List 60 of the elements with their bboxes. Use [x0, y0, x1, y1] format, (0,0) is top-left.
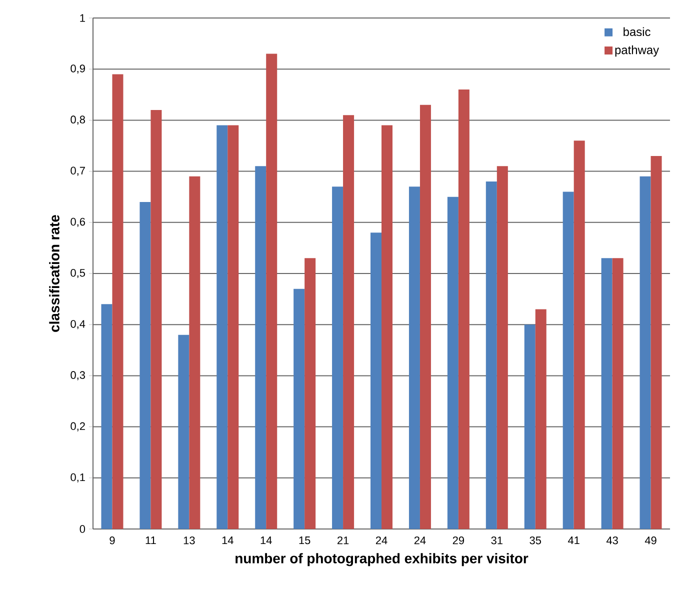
bar: [332, 186, 344, 529]
bar: [562, 192, 574, 529]
y-tick-label: 0,3: [70, 371, 85, 380]
bar: [150, 110, 162, 529]
y-tick-label: 0,8: [70, 116, 85, 125]
y-tick-label: 0,6: [70, 218, 85, 227]
bar: [408, 186, 420, 529]
bar: [255, 166, 266, 529]
bar: [216, 125, 228, 529]
x-tick-label: 43: [606, 536, 618, 544]
bar: [447, 196, 458, 529]
x-tick-label: 14: [260, 536, 272, 544]
bar: [458, 90, 470, 529]
x-tick-label: 13: [184, 536, 195, 544]
x-tick-label: 14: [222, 536, 234, 544]
y-tick-label: 1: [80, 14, 85, 22]
y-tick-label: 0,2: [70, 422, 85, 432]
legend-label: basic: [624, 27, 650, 36]
y-tick-label: 0,5: [70, 268, 86, 278]
x-tick-label: 29: [452, 536, 464, 544]
bar: [601, 258, 612, 529]
y-tick-label: 0,7: [70, 166, 85, 176]
legend-label: pathway: [615, 45, 660, 57]
bar: [266, 54, 278, 529]
bar: [382, 125, 393, 529]
x-tick-label: 24: [376, 536, 388, 544]
y-axis-title: classification rate: [49, 215, 60, 332]
bar: [486, 182, 497, 529]
bar: [370, 232, 382, 529]
bar: [101, 304, 112, 529]
y-tick-label: 0,4: [70, 320, 86, 330]
bar: [496, 166, 508, 529]
bar: [140, 202, 151, 529]
bar: [650, 156, 662, 529]
y-tick-label: 0,1: [70, 473, 85, 482]
bar: [304, 258, 316, 529]
x-tick-label: 21: [337, 536, 349, 544]
bar: [535, 309, 546, 529]
y-tick-label: 0: [80, 525, 86, 533]
bar: [112, 74, 124, 529]
bar: [228, 125, 239, 529]
bar: [420, 104, 431, 529]
x-tick-label: 31: [491, 536, 502, 544]
x-tick-label: 49: [644, 536, 656, 544]
x-tick-label: 11: [146, 536, 156, 544]
bar: [343, 115, 354, 529]
x-tick-label: 24: [414, 536, 426, 544]
bar: [294, 288, 305, 529]
bar: [178, 334, 190, 529]
x-tick-label: 35: [530, 536, 541, 544]
x-axis-title: number of photographed exhibits per visitor: [236, 553, 528, 566]
bar: [524, 324, 536, 529]
bar: [574, 140, 585, 529]
y-tick-label: 0,9: [70, 64, 85, 74]
x-tick-label: 41: [568, 536, 580, 544]
x-tick-label: 15: [299, 536, 310, 544]
bar: [640, 176, 651, 529]
x-tick-label: 9: [110, 536, 115, 544]
bar: [189, 176, 200, 529]
bar: [612, 258, 624, 529]
